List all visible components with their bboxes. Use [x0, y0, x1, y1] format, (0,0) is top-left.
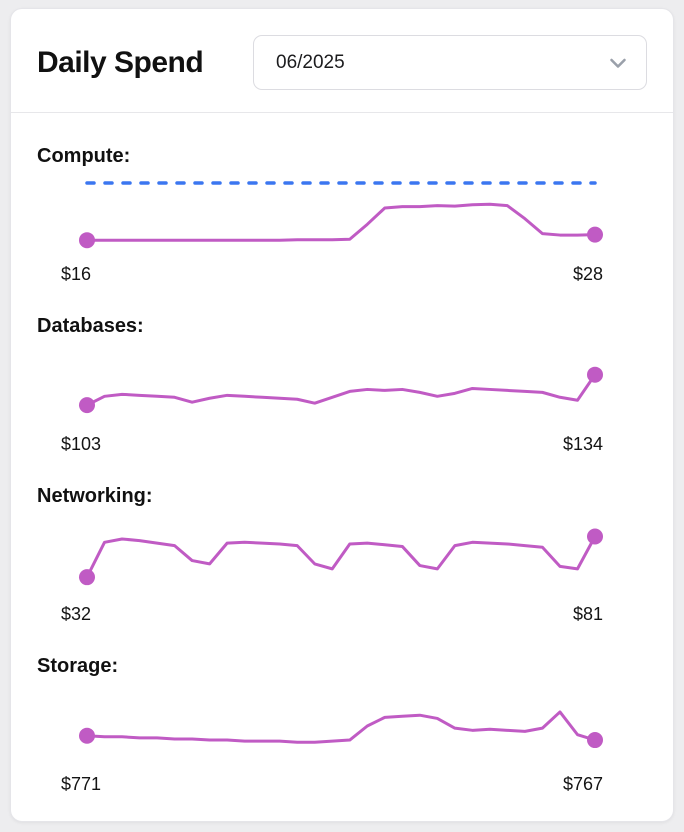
networking-value-row: $32 $81 [61, 601, 621, 627]
compute-first-value: $16 [61, 264, 92, 284]
databases-last-value: $134 [562, 434, 603, 454]
chevron-down-icon [610, 58, 626, 68]
sparkline-path [85, 710, 597, 744]
section-title-compute: Compute: [37, 145, 131, 167]
databases-chart-wrap [61, 345, 621, 427]
end-point-dot [587, 528, 603, 545]
networking-chart-wrap [61, 515, 621, 597]
storage-sparkline [79, 710, 603, 749]
networking-last-value: $81 [572, 604, 603, 624]
databases-first-value: $103 [61, 434, 102, 454]
compute-last-value: $28 [572, 264, 603, 284]
spend-sections: Compute: $16 $28 Databases: $103 $134 Ne… [11, 113, 673, 797]
compute-chart-wrap [61, 175, 621, 257]
section-title-databases: Databases: [37, 315, 144, 337]
storage-chart-wrap [61, 685, 621, 767]
storage-first-value: $771 [61, 774, 102, 794]
card-header: Daily Spend 06/2025 [11, 9, 673, 112]
storage-last-value: $767 [562, 774, 603, 794]
storage-value-row: $771 $767 [61, 771, 621, 797]
start-point-dot [79, 569, 95, 586]
end-point-dot [587, 226, 603, 243]
start-point-dot [79, 232, 95, 249]
section-networking: Networking: $32 $81 [37, 483, 647, 627]
databases-value-row: $103 $134 [61, 431, 621, 457]
section-title-storage: Storage: [37, 655, 119, 677]
month-select[interactable]: 06/2025 [253, 35, 647, 90]
start-point-dot [79, 727, 95, 744]
end-point-dot [587, 732, 603, 749]
sparkline-path [85, 373, 597, 407]
header-divider [11, 112, 673, 113]
end-point-dot [587, 366, 603, 383]
section-storage: Storage: $771 $767 [37, 653, 647, 797]
networking-first-value: $32 [61, 604, 92, 624]
sparkline-path [85, 202, 597, 242]
daily-spend-card: Daily Spend 06/2025 Compute: $16 $28 Dat… [10, 8, 674, 822]
section-databases: Databases: $103 $134 [37, 313, 647, 457]
sparkline-path [85, 534, 597, 579]
month-select-value: 06/2025 [276, 51, 345, 73]
compute-value-row: $16 $28 [61, 261, 621, 287]
page-title: Daily Spend [37, 45, 204, 79]
compute-sparkline [79, 181, 603, 249]
section-compute: Compute: $16 $28 [37, 143, 647, 287]
section-title-networking: Networking: [37, 485, 153, 507]
networking-sparkline [79, 528, 603, 586]
start-point-dot [79, 397, 95, 414]
databases-sparkline [79, 366, 603, 414]
